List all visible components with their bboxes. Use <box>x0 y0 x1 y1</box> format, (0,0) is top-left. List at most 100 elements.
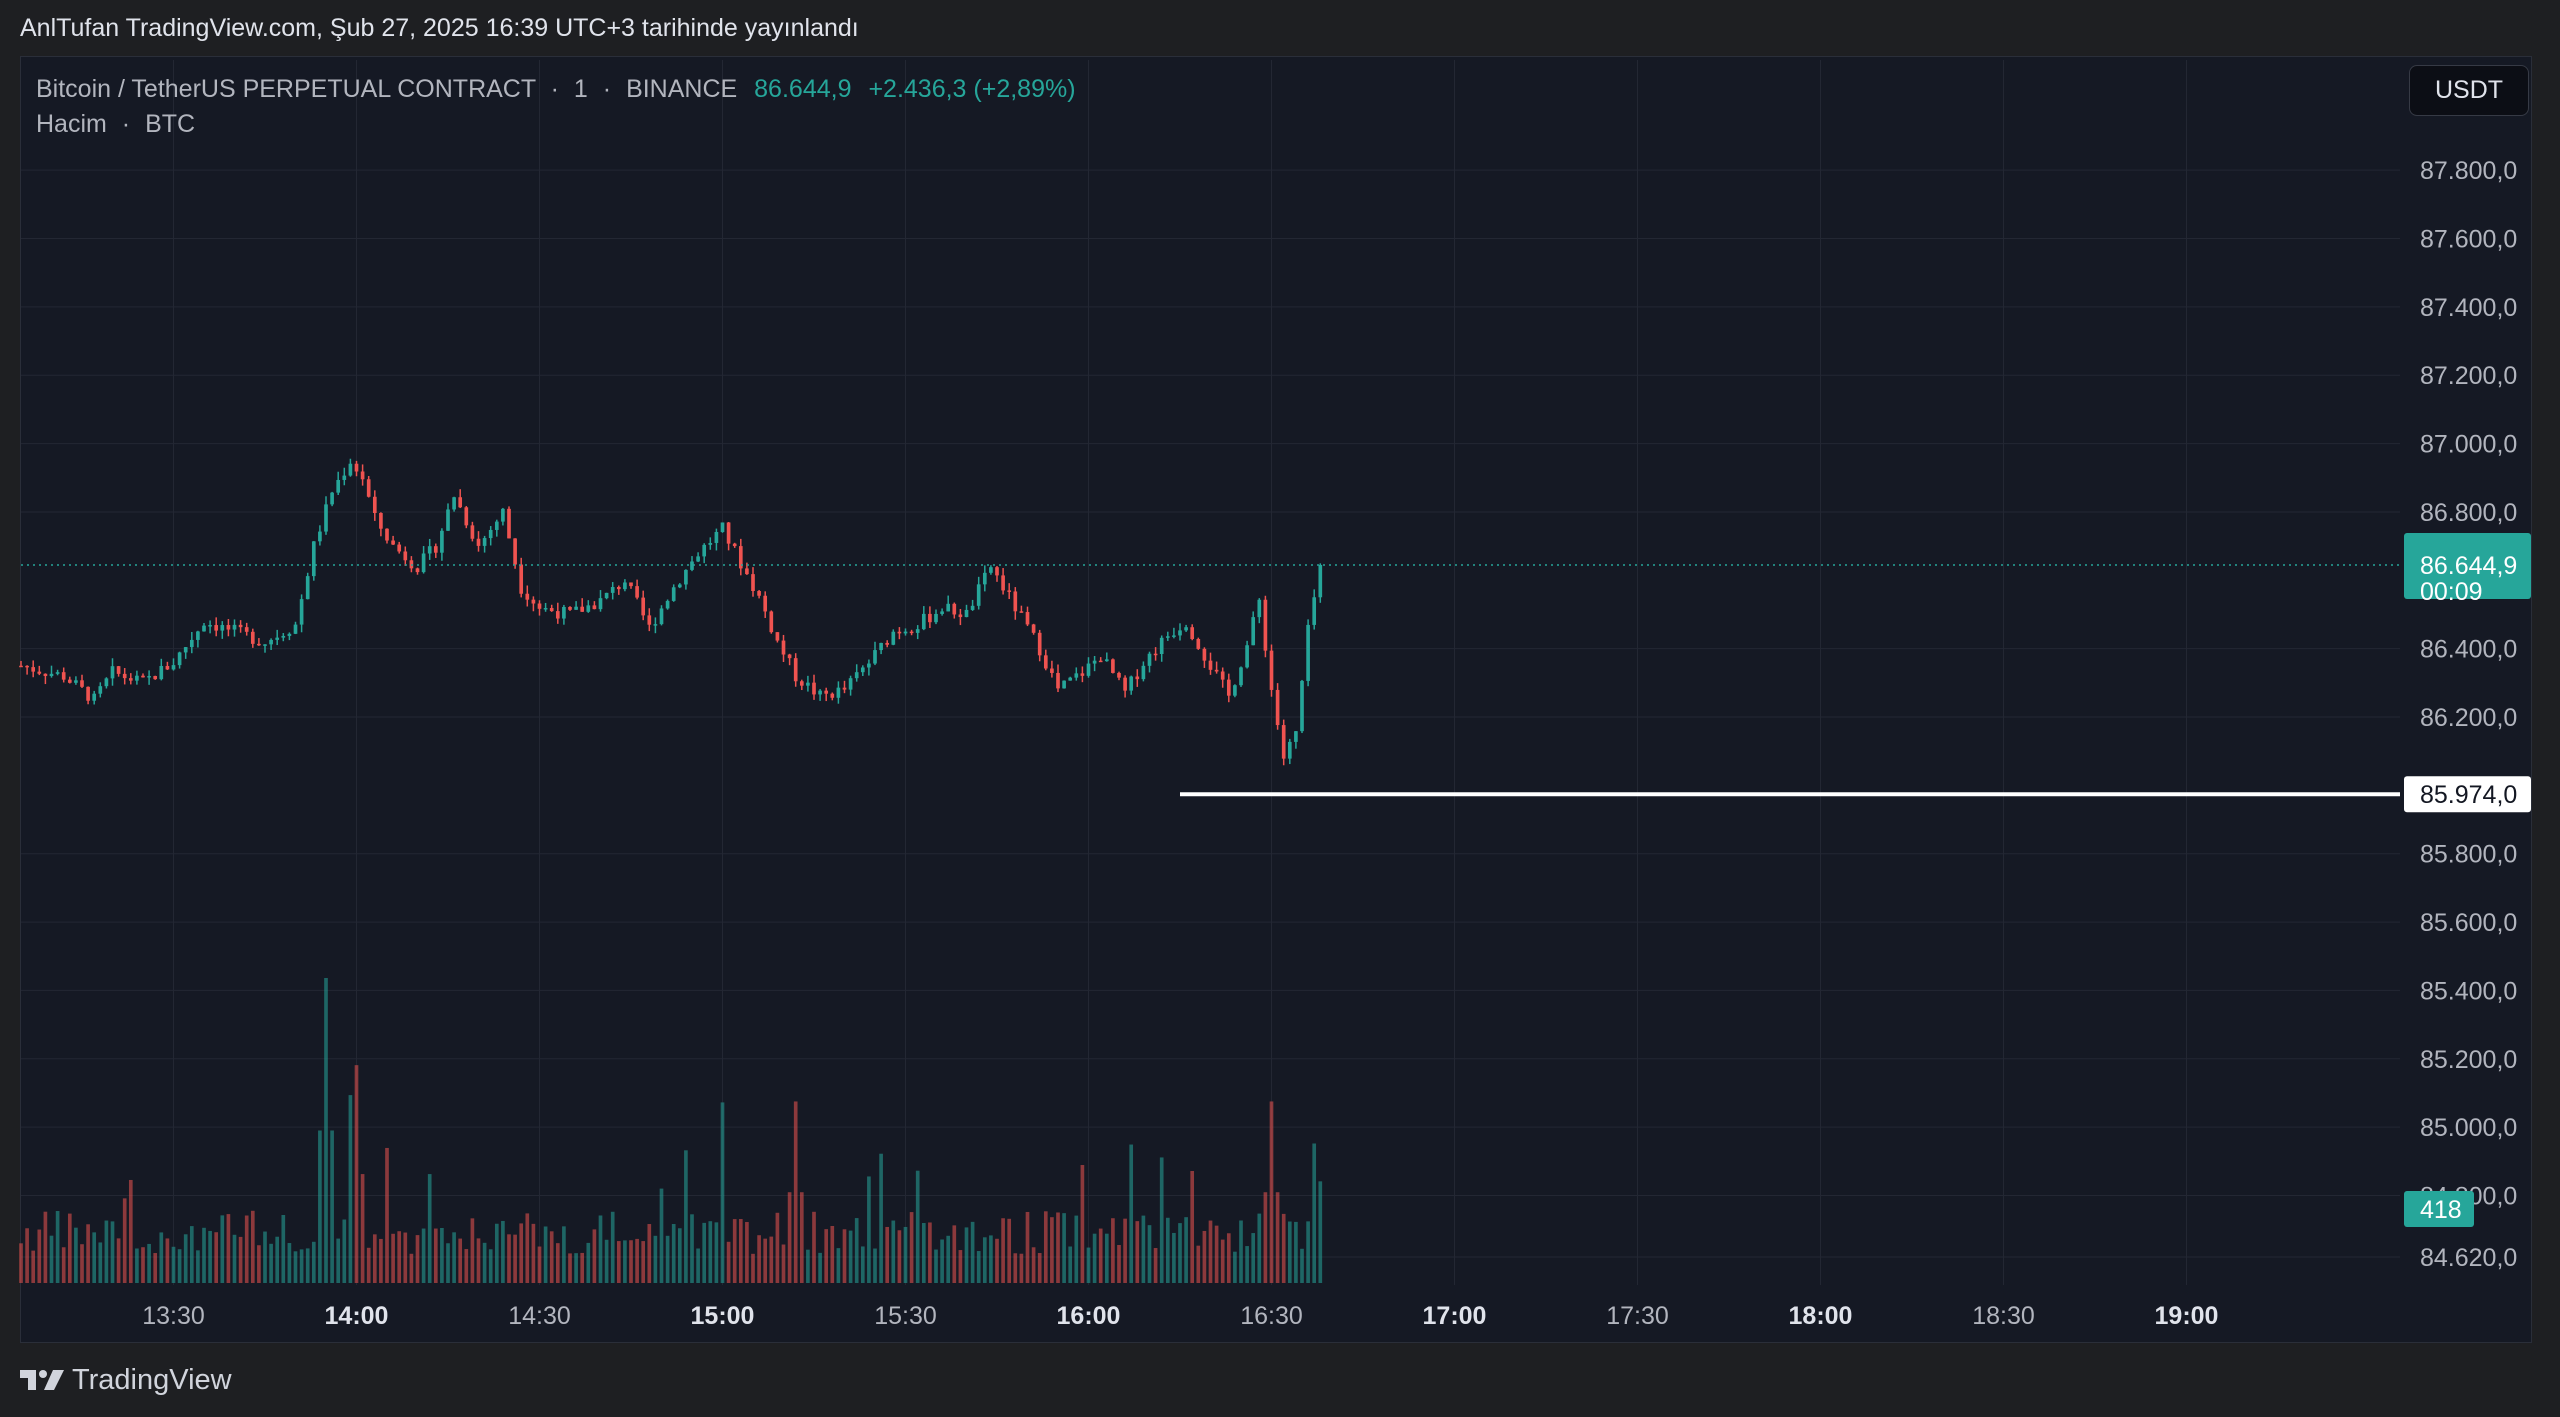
legend-interval[interactable]: 1 <box>573 75 588 103</box>
candle-body <box>708 542 713 545</box>
current-price-badge <box>2404 532 2531 599</box>
candle-body <box>43 673 48 677</box>
volume-bars <box>19 978 1323 1283</box>
candle-body <box>244 627 249 632</box>
price-tick-label: 86.400,0 <box>2420 636 2517 664</box>
legend-symbol[interactable]: Bitcoin / TetherUS PERPETUAL CONTRACT <box>36 75 536 103</box>
volume-bar <box>891 1220 896 1283</box>
volume-bar <box>964 1227 969 1283</box>
volume-bar <box>433 1228 438 1283</box>
candle-body <box>958 614 963 618</box>
volume-bar <box>171 1246 176 1283</box>
volume-bar <box>903 1226 908 1283</box>
candle-body <box>1190 627 1195 639</box>
volume-bar <box>354 1065 359 1283</box>
candle-body <box>909 631 914 634</box>
price-tick-label: 87.800,0 <box>2420 157 2517 185</box>
level-price-badge <box>2404 776 2531 813</box>
volume-bar <box>1263 1192 1268 1283</box>
candle-body <box>415 568 420 573</box>
volume-bar <box>1037 1253 1042 1283</box>
volume-bar <box>385 1147 389 1283</box>
candle-body <box>879 642 883 651</box>
volume-bar <box>555 1243 560 1283</box>
candle-body <box>318 531 322 542</box>
tradingview-logo[interactable]: TradingView <box>20 1363 232 1397</box>
candle-body <box>946 603 951 612</box>
time-tick-label: 16:00 <box>1057 1302 1121 1330</box>
volume-bar <box>806 1249 810 1283</box>
volume-bar <box>226 1214 231 1283</box>
candle-body <box>830 693 835 698</box>
time-tick-label: 16:30 <box>1240 1302 1303 1330</box>
volume-bar <box>61 1247 66 1283</box>
volume-bar <box>1056 1212 1060 1283</box>
time-tick-label: 14:30 <box>508 1302 571 1330</box>
candle-body <box>623 582 627 590</box>
volume-bar <box>1165 1217 1170 1283</box>
candle-body <box>488 529 493 539</box>
candle-body <box>915 629 920 633</box>
volume-bar <box>757 1235 761 1283</box>
volume-bar <box>580 1252 585 1283</box>
candle-body <box>928 613 932 623</box>
volume-bar <box>86 1224 90 1283</box>
volume-bar <box>476 1238 481 1283</box>
candle-body <box>220 625 225 631</box>
tradingview-logo-icon <box>20 1370 64 1390</box>
volume-bar <box>1306 1221 1310 1283</box>
volume-bar <box>769 1236 774 1283</box>
currency-button[interactable]: USDT <box>2409 65 2529 116</box>
price-tick-label: 85.600,0 <box>2420 909 2517 937</box>
volume-bar <box>183 1234 188 1283</box>
price-tick-label: 87.600,0 <box>2420 226 2517 254</box>
legend-volume-label[interactable]: Hacim <box>36 110 107 138</box>
candle-body <box>464 507 469 526</box>
volume-bar <box>275 1236 280 1283</box>
candle-body <box>1269 650 1274 690</box>
volume-bar <box>1013 1253 1018 1283</box>
volume-bar <box>452 1232 456 1283</box>
candle-body <box>1202 648 1207 661</box>
volume-bar <box>269 1243 273 1283</box>
volume-bar <box>842 1229 847 1283</box>
candle-body <box>629 582 633 587</box>
volume-bar <box>348 1095 353 1283</box>
volume-bar <box>318 1130 322 1283</box>
candle-body <box>440 530 444 553</box>
volume-bar <box>952 1225 957 1283</box>
volume-bar <box>1147 1225 1152 1283</box>
volume-bar <box>1220 1239 1225 1283</box>
candle-body <box>580 606 585 612</box>
candle-body <box>903 631 908 634</box>
candle-body <box>1098 660 1103 663</box>
candle-body <box>836 687 841 698</box>
volume-bar <box>257 1245 261 1283</box>
candle-body <box>1220 671 1225 680</box>
candle-body <box>738 546 743 569</box>
candle-body <box>726 522 731 544</box>
volume-bar <box>1068 1246 1073 1283</box>
chart-legend: Bitcoin / TetherUS PERPETUAL CONTRACT · … <box>36 72 1076 142</box>
price-tick-label: 85.800,0 <box>2420 841 2517 869</box>
candle-body <box>1123 677 1127 691</box>
volume-bar <box>934 1249 938 1283</box>
candle-body <box>519 564 524 594</box>
candle-body <box>147 676 151 678</box>
candle-body <box>1165 636 1170 638</box>
volume-bar <box>653 1235 658 1283</box>
volume-bar <box>604 1239 609 1283</box>
volume-bar <box>1294 1221 1298 1283</box>
volume-bar <box>299 1249 304 1283</box>
volume-bar <box>482 1242 487 1283</box>
volume-bar <box>812 1211 816 1283</box>
volume-bar <box>519 1223 524 1283</box>
volume-bar <box>793 1101 798 1283</box>
candle-body <box>299 599 304 625</box>
candle-body <box>421 553 426 573</box>
candle-body <box>940 611 944 614</box>
volume-bar <box>55 1211 60 1283</box>
volume-bar <box>1074 1215 1079 1283</box>
candle-body <box>1172 635 1176 637</box>
